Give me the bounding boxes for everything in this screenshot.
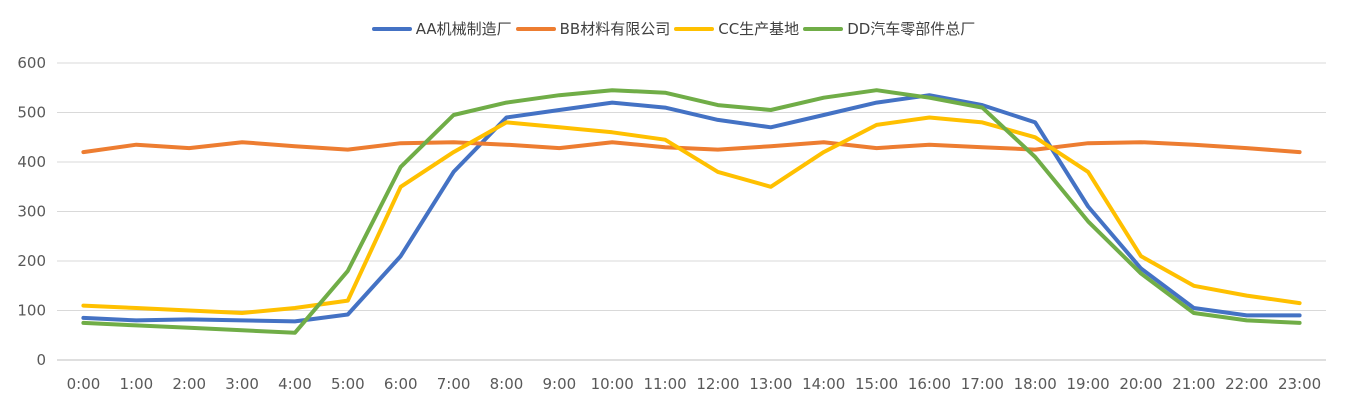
y-tick-label: 100 (17, 302, 46, 320)
series-line-1 (81, 93, 1302, 324)
y-tick-label: 400 (17, 153, 46, 171)
y-tick-label: 500 (17, 104, 46, 122)
x-tick-label: 15:00 (855, 375, 898, 393)
gridlines (57, 62, 1326, 361)
x-tick-label: 3:00 (225, 375, 259, 393)
x-tick-label: 23:00 (1278, 375, 1321, 393)
x-tick-label: 6:00 (384, 375, 418, 393)
legend-swatch (515, 26, 556, 31)
x-tick-label: 13:00 (749, 375, 792, 393)
x-tick-label: 10:00 (591, 375, 634, 393)
x-tick-label: 14:00 (802, 375, 845, 393)
y-tick-label: 300 (17, 203, 46, 221)
x-tick-label: 0:00 (67, 375, 101, 393)
series-line-2 (81, 140, 1302, 155)
x-tick-label: 12:00 (696, 375, 739, 393)
legend-item: AA机械制造厂 (371, 18, 512, 39)
legend-swatch (371, 26, 412, 31)
x-tick-label: 4:00 (278, 375, 312, 393)
series-line-4 (81, 88, 1302, 335)
legend-label: CC生产基地 (718, 20, 800, 38)
legend-item: CC生产基地 (674, 18, 799, 39)
legend-label: DD汽车零部件总厂 (847, 20, 976, 38)
series-line-3 (81, 115, 1302, 315)
legend-label: AA机械制造厂 (415, 20, 512, 38)
y-tick-label: 0 (36, 351, 46, 369)
x-tick-label: 18:00 (1014, 375, 1057, 393)
x-tick-label: 16:00 (908, 375, 951, 393)
x-tick-label: 9:00 (542, 375, 576, 393)
x-tick-label: 2:00 (172, 375, 206, 393)
x-tick-label: 19:00 (1066, 375, 1109, 393)
x-tick-label: 17:00 (961, 375, 1004, 393)
legend-swatch (674, 26, 715, 31)
y-tick-label: 200 (17, 252, 46, 270)
x-tick-label: 21:00 (1172, 375, 1215, 393)
series-lines (81, 88, 1302, 335)
legend-item: DD汽车零部件总厂 (803, 18, 975, 39)
x-tick-label: 5:00 (331, 375, 365, 393)
legend-swatch (803, 26, 844, 31)
x-tick-label: 7:00 (437, 375, 471, 393)
x-tick-label: 22:00 (1225, 375, 1268, 393)
chart-legend: AA机械制造厂 BB材料有限公司 CC生产基地 DD汽车零部件总厂 (0, 18, 1347, 39)
x-tick-label: 20:00 (1119, 375, 1162, 393)
x-tick-label: 11:00 (643, 375, 686, 393)
y-tick-label: 600 (17, 54, 46, 72)
legend-label: BB材料有限公司 (559, 20, 671, 38)
x-tick-label: 1:00 (119, 375, 153, 393)
x-tick-label: 8:00 (490, 375, 524, 393)
x-axis: 0:00 1:00 2:00 3:00 4:00 5:00 6:00 7:00 8:00 9:00… (67, 375, 1322, 393)
legend-item: BB材料有限公司 (515, 18, 671, 39)
y-axis: 0 100 200 300 400 500 600 (17, 54, 46, 369)
